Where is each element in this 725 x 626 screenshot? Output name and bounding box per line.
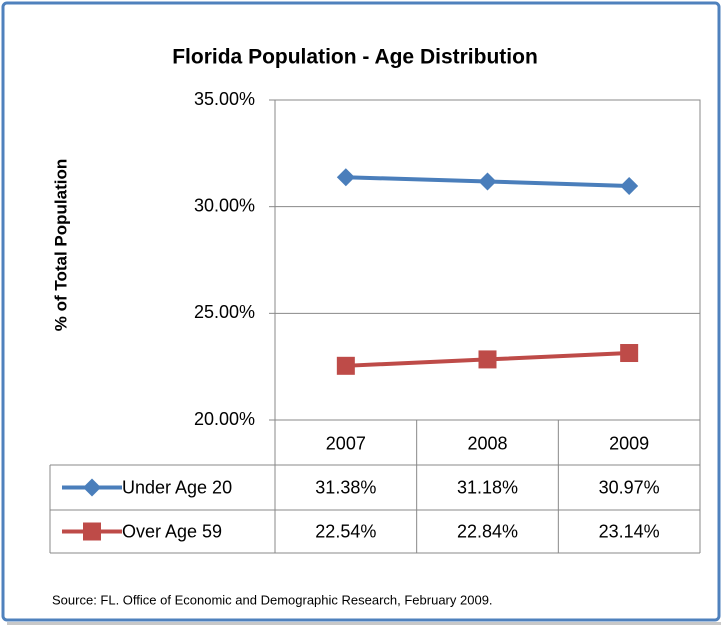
x-tick-label: 2007 — [326, 433, 366, 453]
x-tick-label: 2009 — [609, 433, 649, 453]
x-tick-label: 2008 — [467, 433, 507, 453]
legend-label: Over Age 59 — [122, 521, 222, 541]
source-note: Source: FL. Office of Economic and Demog… — [52, 592, 493, 607]
marker — [620, 344, 639, 363]
y-tick-label: 30.00% — [194, 195, 255, 215]
marker — [620, 176, 639, 195]
marker — [336, 356, 355, 375]
table-value: 22.54% — [315, 521, 376, 541]
y-tick-label: 20.00% — [194, 409, 255, 429]
chart-title: Florida Population - Age Distribution — [172, 46, 538, 69]
table-value: 22.84% — [457, 521, 518, 541]
legend-label: Under Age 20 — [122, 477, 232, 497]
marker — [478, 350, 497, 369]
plot-border — [274, 99, 701, 421]
marker — [83, 478, 101, 497]
table-value: 31.18% — [457, 477, 518, 497]
marker — [478, 172, 497, 191]
y-tick-label: 35.00% — [194, 89, 255, 109]
y-axis-label: % of Total Population — [51, 159, 70, 332]
frame-shadow — [7, 622, 721, 625]
marker — [83, 522, 101, 541]
table-value: 30.97% — [599, 477, 660, 497]
table-value: 23.14% — [599, 521, 660, 541]
marker — [336, 168, 355, 187]
y-tick-label: 25.00% — [194, 302, 255, 322]
table-value: 31.38% — [315, 477, 376, 497]
